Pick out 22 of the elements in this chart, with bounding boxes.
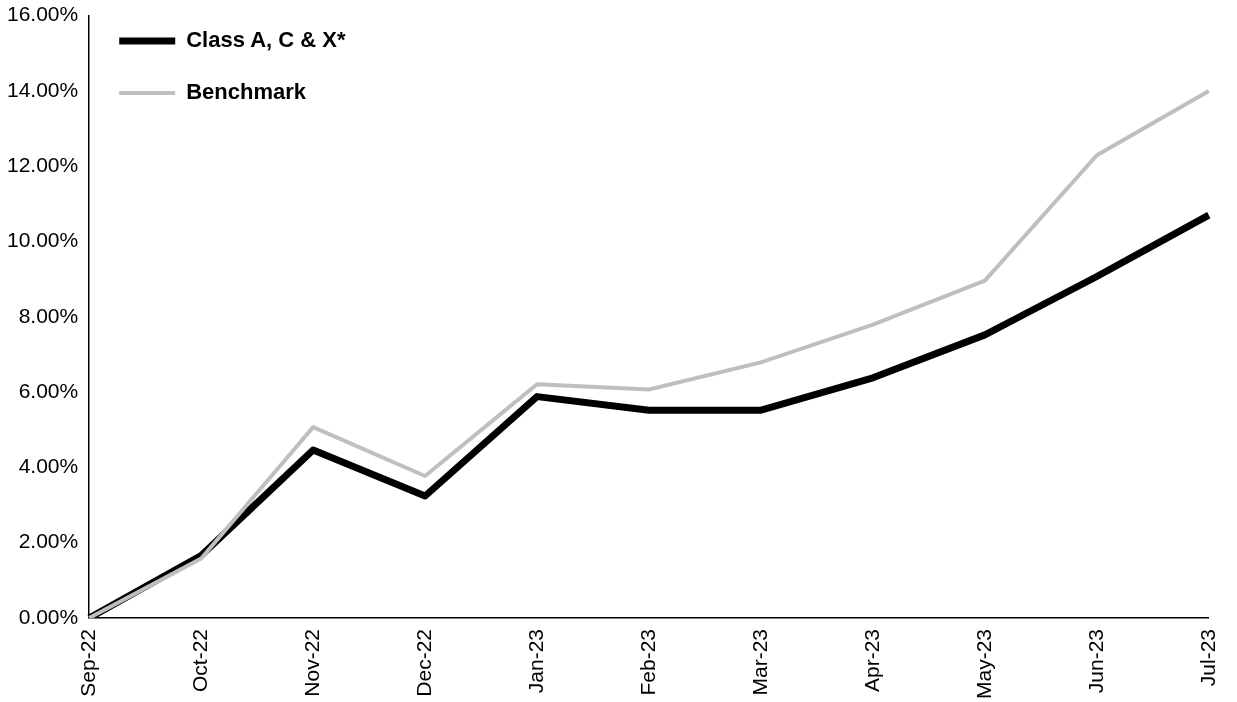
y-tick-label: 4.00% (18, 454, 79, 478)
x-tick-label: Jun-23 (1083, 628, 1107, 694)
y-tick-label: 12.00% (6, 152, 79, 176)
x-tick-label: Oct-22 (187, 628, 211, 693)
y-tick-label: 6.00% (18, 378, 79, 402)
x-tick-label: Mar-23 (747, 628, 771, 696)
x-tick-label: Dec-22 (411, 628, 435, 697)
y-tick-label: 2.00% (18, 529, 79, 553)
y-tick-label: 0.00% (18, 604, 79, 628)
x-tick-label: Sep-22 (76, 628, 100, 697)
x-tick-label: Nov-22 (299, 628, 323, 697)
x-tick-label: May-23 (971, 628, 995, 700)
x-tick-label: Jan-23 (523, 628, 547, 694)
legend-label: Class A, C & X* (186, 27, 347, 53)
x-tick-label: Apr-23 (859, 628, 883, 693)
y-tick-label: 10.00% (6, 228, 79, 252)
x-tick-label: Jul-23 (1195, 628, 1219, 687)
y-tick-label: 8.00% (18, 303, 79, 327)
y-tick-label: 16.00% (6, 2, 79, 26)
y-tick-label: 14.00% (6, 77, 79, 101)
x-tick-label: Feb-23 (635, 628, 659, 696)
legend-label: Benchmark (186, 79, 307, 105)
